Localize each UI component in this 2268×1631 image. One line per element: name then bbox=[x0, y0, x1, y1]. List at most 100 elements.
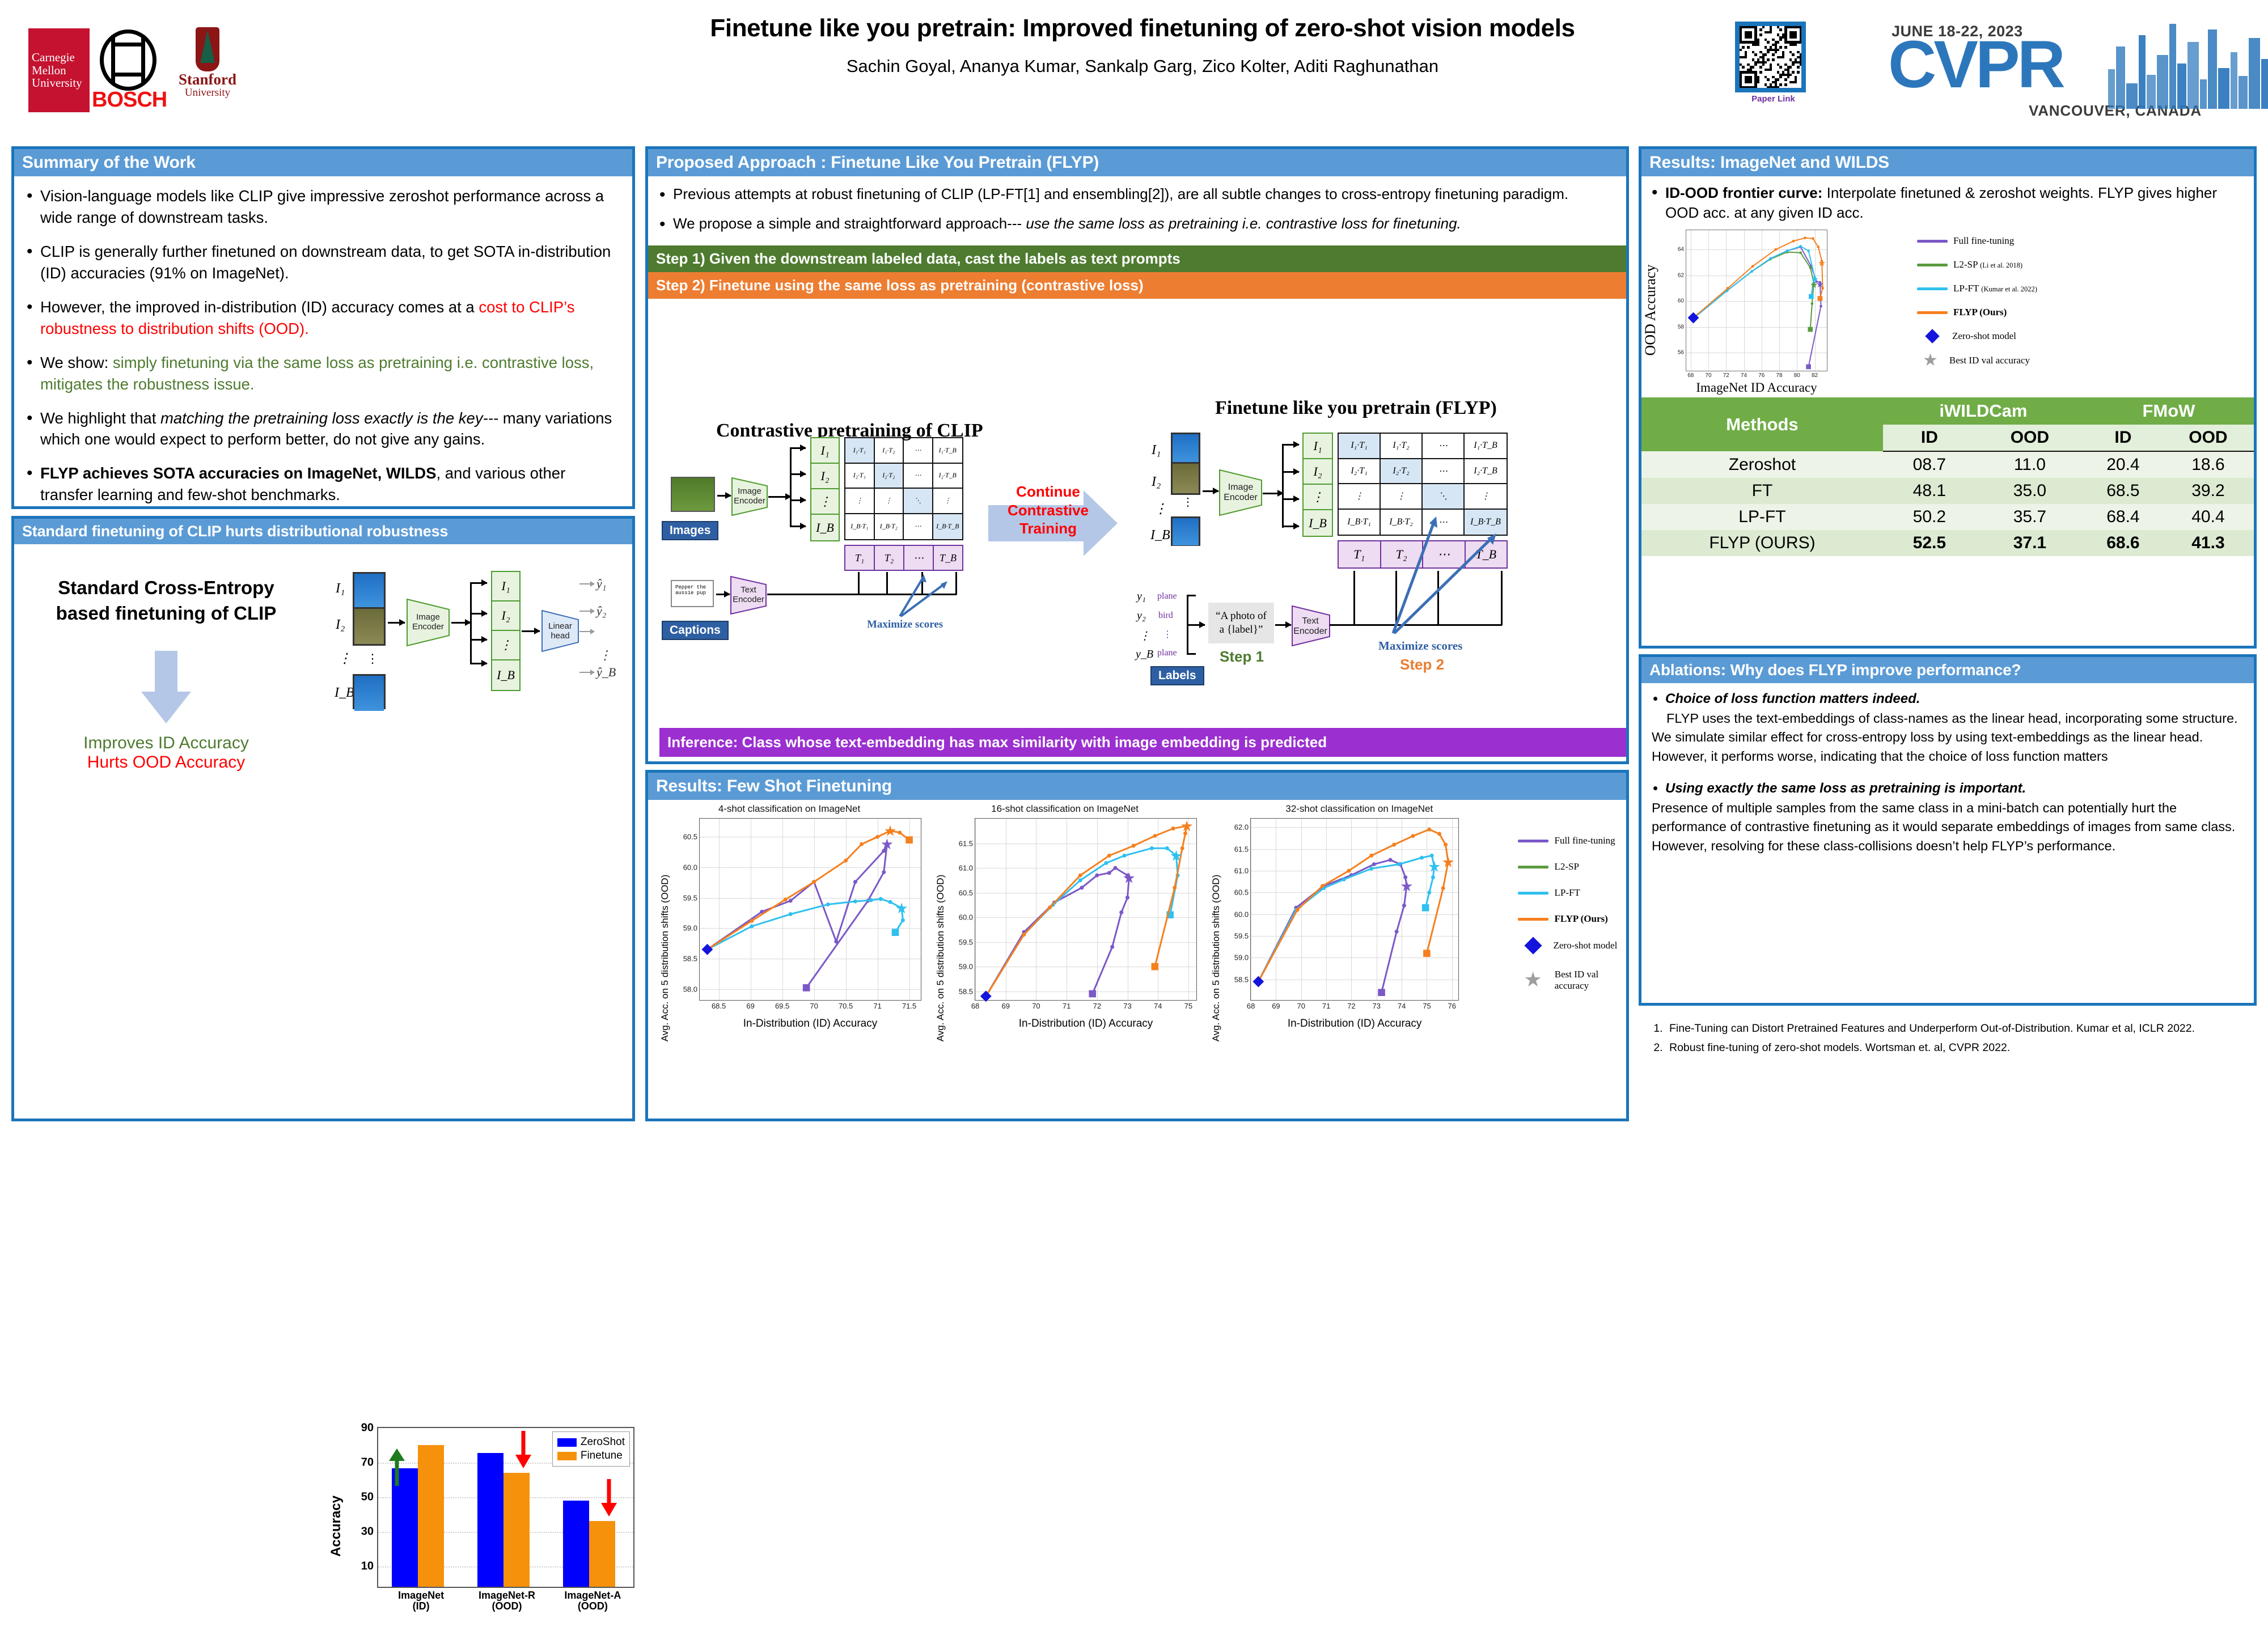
captions-tag: Captions bbox=[662, 621, 729, 640]
ce-title-line2: based finetuning of CLIP bbox=[56, 602, 277, 624]
flyp-class-2: bird bbox=[1158, 611, 1173, 620]
flyp-image-encoder-label: Image Encoder bbox=[1224, 482, 1258, 502]
step2-banner: Step 2) Finetune using the same loss as … bbox=[648, 272, 1626, 299]
legend-row: L2-SP bbox=[1518, 861, 1622, 872]
flyp-feat-2: I₂ bbox=[1304, 459, 1332, 485]
y-tick: 56 bbox=[1677, 349, 1684, 356]
results-bullet-bold: ID-OOD frontier curve: bbox=[1665, 184, 1823, 201]
table-cell-method: FT bbox=[1641, 478, 1883, 505]
bullet-item: We highlight that matching the pretraini… bbox=[26, 406, 621, 451]
plot-title: 32-shot classification on ImageNet bbox=[1285, 803, 1433, 814]
fewshot-plot: 16-shot classification on ImageNet Avg. A… bbox=[928, 803, 1201, 1053]
reference-item: Fine-Tuning can Distort Pretrained Featu… bbox=[1666, 1020, 2257, 1036]
plot-ylabel: Avg. Acc. on 5 distribution shifts (OOD) bbox=[935, 874, 946, 1042]
step1-mark: Step 1 bbox=[1220, 648, 1264, 665]
cmu-line-1: Carnegie bbox=[32, 50, 75, 65]
robustness-heading: Standard finetuning of CLIP hurts distri… bbox=[14, 519, 632, 544]
bosch-logo: BOSCH bbox=[92, 27, 167, 112]
table-col-methods: Methods bbox=[1641, 397, 1883, 452]
legend-row: FLYP (Ours) bbox=[1917, 307, 2037, 318]
ce-out-2: ŷ₂ bbox=[596, 604, 607, 618]
paper-link-qr[interactable]: Paper Link bbox=[1735, 22, 1812, 104]
stanford-logo: Stanford University bbox=[168, 27, 247, 112]
cvpr-wordmark: CVPR bbox=[1888, 27, 2066, 102]
approach-heading: Proposed Approach : Finetune Like You Pr… bbox=[648, 149, 1626, 176]
clip-text-encoder-label: Text Encoder bbox=[733, 585, 764, 604]
sim-cell: I₂·T₂ bbox=[874, 463, 904, 489]
table-row: FLYP (OURS) 52.5 37.1 68.6 41.3 bbox=[1641, 530, 2254, 557]
x-tick: 68 bbox=[1246, 1002, 1255, 1010]
flyp-img-label-4: I_B bbox=[1150, 528, 1170, 543]
legend-row: Zero-shot model bbox=[1917, 329, 2037, 344]
bar-chart-ylabel: Accuracy bbox=[328, 1495, 344, 1557]
table-row: Zeroshot 08.7 11.0 20.4 18.6 bbox=[1641, 451, 2254, 478]
table-cell-value: 20.4 bbox=[2083, 451, 2163, 478]
results-bullet-rest: Interpolate finetuned & zeroshot weights… bbox=[1665, 184, 2218, 222]
flyp-diagram-region: Contrastive pretraining of CLIP Images I… bbox=[648, 397, 1626, 716]
svg-text:★: ★ bbox=[895, 900, 908, 917]
table-cell-value: 39.2 bbox=[2162, 478, 2254, 505]
table-cell-method: Zeroshot bbox=[1641, 451, 1883, 478]
legend-row: LP-FT (Kumar et al. 2022) bbox=[1917, 283, 2037, 294]
continue-training-arrow-icon bbox=[988, 490, 1118, 556]
ce-img-label-3: ⋮ bbox=[338, 651, 352, 666]
summary-bullet-list: Vision-language models like CLIP give im… bbox=[26, 184, 621, 506]
step2-mark: Step 2 bbox=[1400, 656, 1445, 673]
ce-image-stack-top bbox=[353, 572, 386, 646]
table-subheader: OOD bbox=[1975, 425, 2084, 452]
poster-header: Carnegie Mellon University BOSCH Stanfor… bbox=[0, 0, 2268, 142]
svg-text:★: ★ bbox=[1441, 854, 1454, 871]
x-tick: 71 bbox=[1062, 1002, 1071, 1010]
ablation-item-1: • Choice of loss function matters indeed… bbox=[1652, 690, 2244, 707]
table-cell-value: 50.2 bbox=[1882, 504, 1976, 531]
table-cell-value: 68.4 bbox=[2083, 504, 2163, 531]
frontier-chart-wrap: OOD Accuracy 68 70 72 74 76 78 80 82 56 58 60 62 64 ★… bbox=[1641, 223, 2254, 395]
stanford-sub: University bbox=[184, 87, 231, 99]
sim-cell: I_B·T_B bbox=[933, 514, 962, 539]
trend-arrow-up-icon bbox=[388, 1448, 405, 1486]
ce-image-ellipsis: ⋮ bbox=[366, 651, 379, 666]
table-cell-value: 18.6 bbox=[2162, 451, 2254, 478]
sim-cell: ⋯ bbox=[1423, 459, 1465, 484]
ce-out-4: ŷ_B bbox=[596, 665, 616, 679]
sim-cell: ⋯ bbox=[904, 463, 933, 489]
bar-ytick: 10 bbox=[361, 1560, 374, 1573]
bar-zeroshot bbox=[477, 1453, 503, 1587]
clip-feature-column: I₁ I₂ ⋮ I_B bbox=[810, 437, 840, 541]
bar-legend: ZeroShot Finetune bbox=[552, 1431, 630, 1467]
plot-ylabel: Avg. Acc. on 5 distribution shifts (OOD) bbox=[659, 874, 670, 1042]
x-tick: 76 bbox=[1448, 1002, 1457, 1010]
table-cell-value: 68.5 bbox=[2083, 478, 2163, 505]
improves-id-text: Improves ID Accuracy bbox=[83, 734, 249, 753]
table-group-header: FMoW bbox=[2083, 397, 2254, 425]
plot-xlabel: In-Distribution (ID) Accuracy bbox=[1018, 1018, 1153, 1030]
fewshot-plot: 32-shot classification on ImageNet Avg. A… bbox=[1204, 803, 1514, 1053]
clip-maximize-arrows bbox=[899, 574, 947, 617]
images-tag: Images bbox=[662, 521, 719, 540]
y-tick: 64 bbox=[1677, 246, 1684, 253]
plot-ylabel: Avg. Acc. on 5 distribution shifts (OOD) bbox=[1211, 874, 1222, 1042]
ablation-item-2: • Using exactly the same loss as pretrai… bbox=[1652, 780, 2244, 797]
cross-entropy-caption: Standard Cross-Entropy based finetuning … bbox=[30, 575, 302, 772]
table-subheader: OOD bbox=[2162, 425, 2254, 452]
x-tick: 74 bbox=[1741, 372, 1747, 379]
bar-chart-plot: 10 30 50 70 90 ImageNet (ID) ImageNet-R (OOD) Ima… bbox=[361, 1422, 634, 1611]
labels-tag: Labels bbox=[1150, 666, 1204, 685]
sim-cell: ⋱ bbox=[904, 489, 933, 514]
table-cell-value: 68.6 bbox=[2083, 530, 2163, 557]
flyp-img-label-1: I₁ bbox=[1152, 443, 1161, 457]
y-tick: 61.0 bbox=[958, 863, 974, 872]
bullet-text: CLIP is generally further finetuned on d… bbox=[40, 242, 611, 282]
svg-text:★: ★ bbox=[1816, 280, 1824, 290]
sim-cell: ⋯ bbox=[1423, 434, 1465, 459]
author-list: Sachin Goyal, Ananya Kumar, Sankalp Garg… bbox=[846, 56, 1439, 76]
flyp-feat-1: I₁ bbox=[1304, 434, 1332, 459]
ce-feat-1: I₁ bbox=[492, 572, 519, 601]
sim-cell: I_B·T₁ bbox=[845, 514, 875, 539]
y-tick: 62.0 bbox=[1234, 823, 1249, 832]
svg-text:★: ★ bbox=[1810, 281, 1818, 290]
y-tick: 60 bbox=[1677, 298, 1684, 304]
bar-ytick: 70 bbox=[361, 1456, 374, 1469]
x-tick: 74 bbox=[1154, 1002, 1162, 1010]
svg-text:★: ★ bbox=[1180, 817, 1194, 834]
